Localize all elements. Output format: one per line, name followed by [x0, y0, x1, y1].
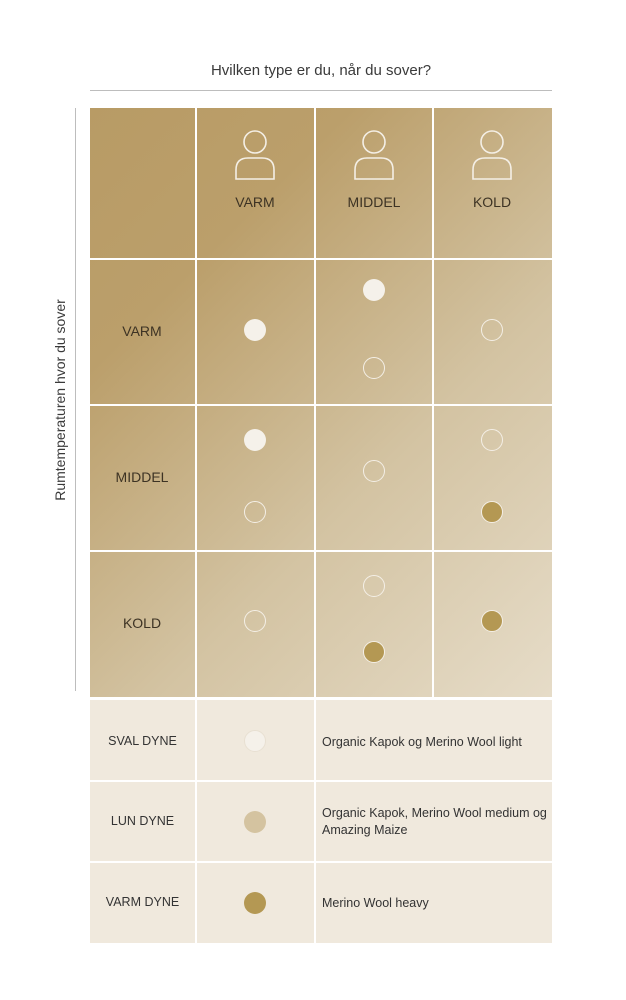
- recommendation-matrix: VARM MIDDEL KOLD VARM MIDDEL KOLD: [90, 108, 552, 697]
- row-header-varm: VARM: [122, 323, 162, 339]
- matrix-dot-varm: [363, 641, 385, 663]
- matrix-dot-lun: [363, 460, 385, 482]
- legend-desc-lun: Organic Kapok, Merino Wool medium og Ama…: [322, 806, 547, 837]
- legend-grid-line: [90, 861, 552, 863]
- matrix-dot-sval: [244, 429, 266, 451]
- matrix-dot-lun: [244, 610, 266, 632]
- person-icon: [235, 130, 275, 180]
- side-axis-label: Rumtemperaturen hvor du sover: [52, 299, 68, 501]
- legend-table: SVAL DYNE Organic Kapok og Merino Wool l…: [90, 700, 552, 943]
- person-icon: [472, 130, 512, 180]
- legend-desc-sval: Organic Kapok og Merino Wool light: [322, 735, 522, 749]
- grid-line: [432, 108, 434, 697]
- matrix-dot-varm: [481, 610, 503, 632]
- legend-grid-line: [314, 700, 316, 943]
- grid-line: [314, 108, 316, 697]
- column-header-varm: VARM: [235, 194, 275, 210]
- column-header-kold: KOLD: [472, 194, 512, 210]
- legend-desc-varm: Merino Wool heavy: [322, 896, 429, 910]
- row-header-kold: KOLD: [122, 615, 162, 631]
- matrix-dot-varm: [481, 501, 503, 523]
- row-header-middel: MIDDEL: [115, 469, 169, 485]
- grid-line: [90, 258, 552, 260]
- matrix-dot-sval: [244, 319, 266, 341]
- legend-dot-varm: [244, 892, 266, 914]
- legend-name-sval: SVAL DYNE: [108, 734, 177, 748]
- matrix-dot-lun: [481, 319, 503, 341]
- legend-grid-line: [90, 780, 552, 782]
- matrix-dot-lun: [244, 501, 266, 523]
- legend-dot-sval: [244, 730, 266, 752]
- legend-grid-line: [195, 700, 197, 943]
- matrix-dot-lun: [363, 575, 385, 597]
- legend-name-lun: LUN DYNE: [110, 814, 175, 828]
- matrix-dot-sval: [363, 279, 385, 301]
- side-axis-line: [75, 108, 76, 691]
- grid-line: [90, 550, 552, 552]
- matrix-dot-lun: [481, 429, 503, 451]
- person-icon: [354, 130, 394, 180]
- column-header-middel: MIDDEL: [347, 194, 401, 210]
- matrix-dot-lun: [363, 357, 385, 379]
- legend-dot-lun: [244, 811, 266, 833]
- grid-line: [90, 404, 552, 406]
- chart-title: Hvilken type er du, når du sover?: [210, 62, 432, 79]
- grid-line: [195, 108, 197, 697]
- legend-name-varm: VARM DYNE: [105, 895, 180, 909]
- title-divider: [90, 90, 552, 91]
